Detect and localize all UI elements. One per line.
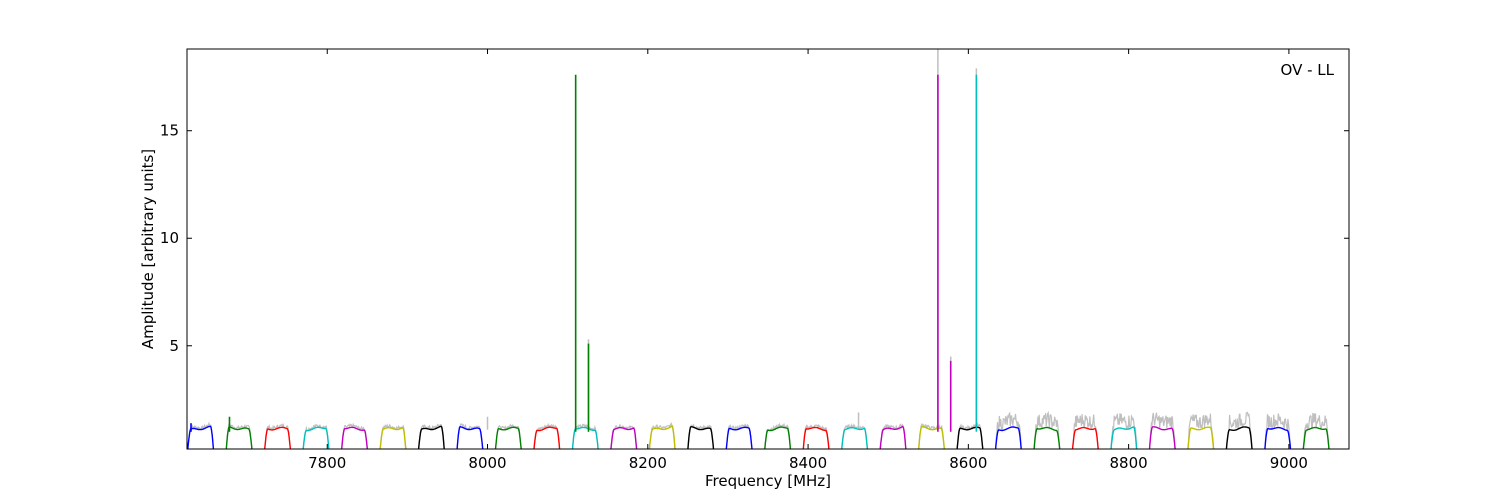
y-axis-ticks: 5 10 15 xyxy=(160,122,1349,355)
channel-trace xyxy=(494,426,522,450)
channel-trace xyxy=(802,426,830,450)
plot-frame xyxy=(186,48,1350,450)
x-axis-label: Frequency [MHz] xyxy=(705,472,831,490)
channel-trace xyxy=(533,426,561,450)
spike-layer xyxy=(190,74,978,432)
y-tick-label: 15 xyxy=(160,122,179,140)
channel-trace xyxy=(725,426,753,450)
noise-trace xyxy=(1225,411,1253,450)
channel-trace xyxy=(1225,426,1253,450)
channel-trace xyxy=(417,425,445,450)
channel-trace xyxy=(571,426,599,450)
noise-trace xyxy=(1110,413,1138,450)
noise-trace xyxy=(341,422,368,450)
channel-trace xyxy=(610,427,638,450)
channel-trace xyxy=(379,426,407,450)
channel-trace xyxy=(264,426,292,450)
channel-trace xyxy=(879,425,907,450)
channel-trace xyxy=(918,426,945,450)
x-tick-label: 8200 xyxy=(629,454,667,472)
channel-trace xyxy=(687,425,715,450)
channel-trace xyxy=(456,425,484,450)
series-layer xyxy=(187,425,1330,450)
y-tick-label: 10 xyxy=(160,229,179,247)
noise-trace xyxy=(1187,413,1215,450)
x-tick-label: 7800 xyxy=(308,454,346,472)
noise-trace xyxy=(995,411,1022,450)
noise-trace xyxy=(379,423,407,450)
x-tick-label: 8600 xyxy=(949,454,987,472)
channel-trace xyxy=(225,425,253,450)
x-tick-label: 8800 xyxy=(1110,454,1148,472)
noise-trace xyxy=(802,423,830,450)
x-tick-label: 8000 xyxy=(468,454,506,472)
x-axis-ticks: 7800 8000 8200 8400 8600 8800 9000 xyxy=(308,49,1308,472)
channel-trace xyxy=(1071,426,1099,450)
x-tick-label: 8400 xyxy=(789,454,827,472)
x-tick-label: 9000 xyxy=(1270,454,1308,472)
noise-trace xyxy=(687,423,715,450)
noise-trace xyxy=(1148,412,1176,450)
channel-trace xyxy=(302,426,330,450)
channel-trace xyxy=(1148,426,1176,450)
noise-trace xyxy=(648,422,676,450)
channel-trace xyxy=(1187,426,1215,450)
chart-annotation: OV - LL xyxy=(1281,61,1335,79)
noise-trace xyxy=(1071,414,1099,450)
channel-trace xyxy=(956,426,984,450)
y-axis-label: Amplitude [arbitrary units] xyxy=(139,149,157,349)
noise-trace xyxy=(1033,410,1061,450)
channel-trace xyxy=(1302,426,1330,450)
channel-trace xyxy=(341,426,368,450)
noise-trace xyxy=(494,423,522,450)
channel-trace xyxy=(764,426,792,450)
channel-trace xyxy=(994,426,1022,450)
noise-trace xyxy=(418,423,445,450)
channel-trace xyxy=(841,426,869,450)
channel-trace xyxy=(1033,426,1061,450)
noise-trace xyxy=(533,422,561,450)
noise-trace xyxy=(725,422,753,450)
channel-trace xyxy=(187,425,215,450)
channel-trace xyxy=(648,425,676,450)
noise-trace xyxy=(225,423,253,450)
noise-trace xyxy=(1264,413,1292,450)
channel-trace xyxy=(1110,426,1138,450)
noise-trace xyxy=(841,422,868,450)
noise-trace xyxy=(456,422,484,450)
channel-trace xyxy=(1264,426,1292,450)
y-tick-label: 5 xyxy=(169,337,179,355)
plot-area xyxy=(187,49,1349,449)
